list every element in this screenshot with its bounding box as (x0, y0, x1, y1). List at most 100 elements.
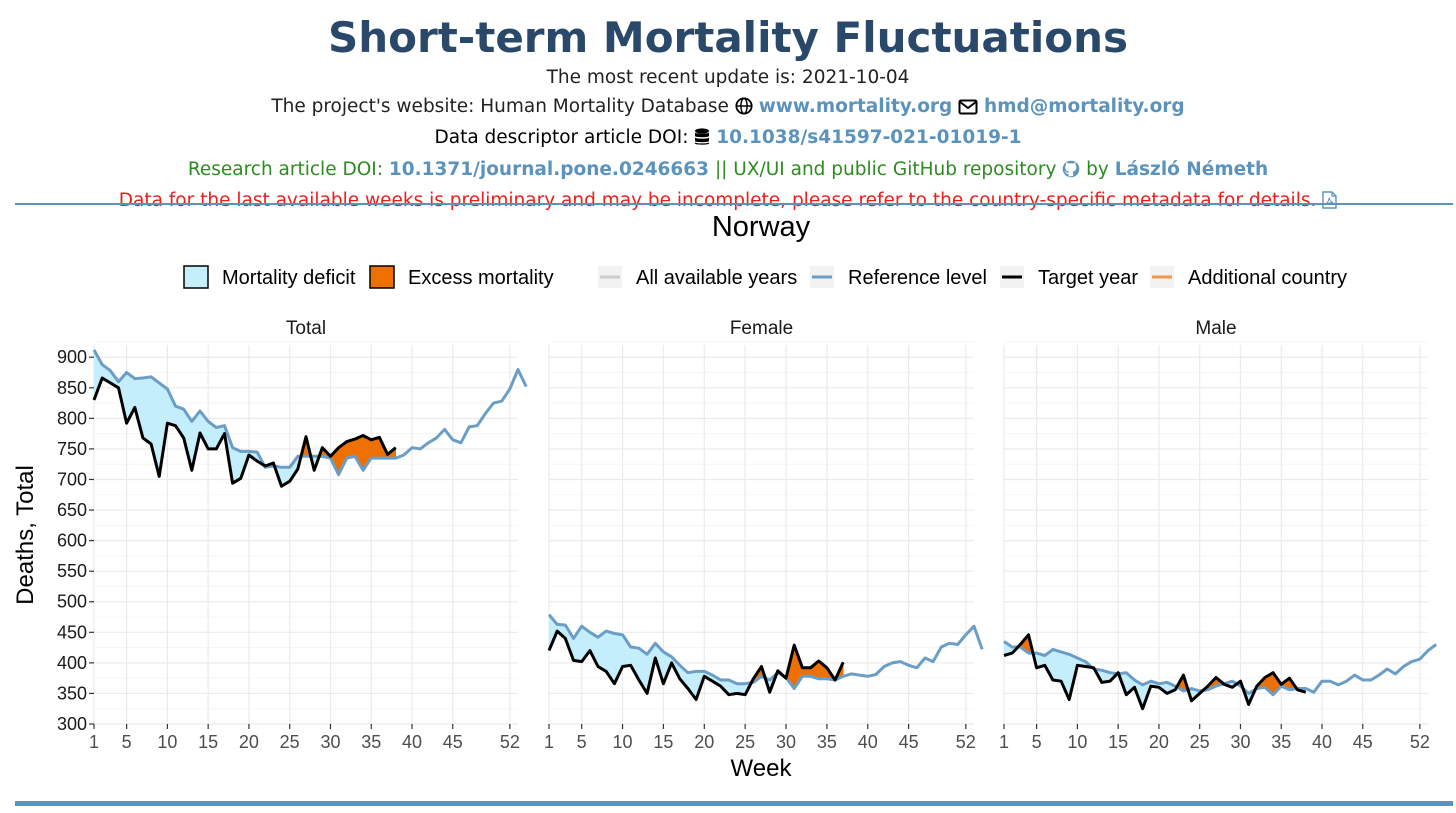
email-link[interactable]: hmd@mortality.org (984, 95, 1185, 117)
deficit-area (1052, 648, 1062, 682)
update-prefix: The most recent update is: (546, 67, 802, 88)
y-axis-title: Deaths, Total (12, 465, 39, 605)
repo-text: || UX/UI and public GitHub repository (714, 158, 1057, 180)
x-tick-label: 40 (858, 732, 878, 752)
y-tick-label: 450 (57, 622, 87, 642)
page-title: Short-term Mortality Fluctuations (328, 13, 1128, 62)
target-year-line (547, 629, 845, 701)
x-tick-label: 52 (956, 732, 976, 752)
x-tick-label: 15 (1108, 732, 1128, 752)
website-line: The project's website: Human Mortality D… (0, 93, 1456, 125)
x-tick-label: 20 (1149, 732, 1169, 752)
legend-label: Reference level (848, 267, 987, 289)
x-tick-label: 1 (999, 732, 1009, 752)
x-tick-label: 35 (361, 732, 381, 752)
x-tick-label: 52 (1410, 732, 1430, 752)
x-tick-label: 30 (776, 732, 796, 752)
x-tick-label: 45 (1353, 732, 1373, 752)
x-tick-label: 25 (280, 732, 300, 752)
legend-label: Mortality deficit (222, 267, 356, 289)
x-tick-label: 5 (122, 732, 132, 752)
facet-label: Female (730, 318, 793, 339)
legend-item: Mortality deficit (183, 265, 356, 289)
footer-divider (15, 801, 1453, 806)
legend-label: All available years (636, 267, 797, 289)
x-tick-label: 35 (1271, 732, 1291, 752)
chart-title: Norway (712, 211, 811, 243)
x-tick-label: 15 (653, 732, 673, 752)
website-prefix: The project's website: Human Mortality D… (271, 95, 729, 117)
x-tick-label: 35 (817, 732, 837, 752)
x-axis-title: Week (731, 755, 793, 782)
legend-item: Excess mortality (369, 265, 554, 289)
y-tick-label: 700 (57, 469, 87, 489)
x-tick-label: 20 (239, 732, 259, 752)
x-tick-label: 15 (198, 732, 218, 752)
x-tick-label: 25 (735, 732, 755, 752)
x-tick-label: 10 (157, 732, 177, 752)
y-tick-label: 800 (57, 408, 87, 428)
y-tick-label: 850 (57, 378, 87, 398)
y-tick-label: 500 (57, 592, 87, 612)
mortality-chart: Norway Mortality deficit Excess mortality A… (12, 211, 1438, 782)
target-year-line (1003, 633, 1307, 711)
research-link[interactable]: 10.1371/journal.pone.0246663 (388, 158, 710, 180)
legend-item: Additional country (1150, 266, 1347, 289)
page-header: Short-term Mortality Fluctuations The mo… (0, 0, 1456, 219)
website-link[interactable]: www.mortality.org (758, 95, 953, 117)
legend-item: Reference level (810, 266, 987, 289)
header-divider (15, 203, 1453, 205)
doi-link[interactable]: 10.1038/s41597-021-01019-1 (716, 127, 1022, 148)
database-icon (694, 127, 710, 156)
globe-icon (735, 96, 753, 125)
github-icon[interactable] (1062, 159, 1080, 188)
legend-key-fill (183, 265, 209, 289)
x-tick-label: 10 (613, 732, 633, 752)
x-tick-label: 40 (402, 732, 422, 752)
x-tick-label: 1 (89, 732, 99, 752)
legend-item: All available years (598, 266, 797, 289)
legend-item: Target year (1000, 266, 1138, 289)
x-tick-label: 30 (320, 732, 340, 752)
legend-label: Additional country (1188, 267, 1347, 289)
research-prefix: Research article DOI: (187, 158, 383, 180)
x-tick-label: 5 (1032, 732, 1042, 752)
facet-label: Total (286, 318, 326, 339)
x-tick-label: 20 (694, 732, 714, 752)
author-link[interactable]: László Németh (1114, 158, 1269, 180)
x-tick-label: 52 (500, 732, 520, 752)
legend-label: Target year (1038, 267, 1138, 289)
deficit-area (142, 376, 152, 445)
update-line: The most recent update is: 2021-10-04 (0, 64, 1456, 93)
y-tick-label: 750 (57, 439, 87, 459)
y-tick-label: 900 (57, 347, 87, 367)
research-line: Research article DOI: 10.1371/journal.po… (0, 156, 1456, 188)
y-tick-label: 600 (57, 531, 87, 551)
x-tick-label: 45 (443, 732, 463, 752)
facet-label: Male (1195, 318, 1236, 339)
x-tick-label: 25 (1190, 732, 1210, 752)
y-tick-label: 650 (57, 500, 87, 520)
x-tick-label: 40 (1312, 732, 1332, 752)
legend-label: Excess mortality (408, 267, 554, 289)
warning-text: Data for the last available weeks is pre… (118, 190, 1317, 211)
x-tick-label: 5 (577, 732, 587, 752)
y-tick-label: 550 (57, 561, 87, 581)
doi-line: Data descriptor article DOI: 10.1038/s41… (0, 124, 1456, 156)
doi-prefix: Data descriptor article DOI: (434, 127, 689, 148)
x-tick-label: 10 (1067, 732, 1087, 752)
envelope-icon (958, 96, 978, 125)
reference-level-line (1003, 640, 1438, 697)
update-date: 2021-10-04 (801, 67, 910, 88)
legend-key-fill (369, 265, 395, 289)
y-tick-label: 300 (57, 714, 87, 734)
y-tick-label: 350 (57, 683, 87, 703)
x-tick-label: 1 (544, 732, 554, 752)
x-tick-label: 30 (1230, 732, 1250, 752)
x-tick-label: 45 (899, 732, 919, 752)
target-year-line (92, 376, 397, 488)
y-tick-label: 400 (57, 653, 87, 673)
